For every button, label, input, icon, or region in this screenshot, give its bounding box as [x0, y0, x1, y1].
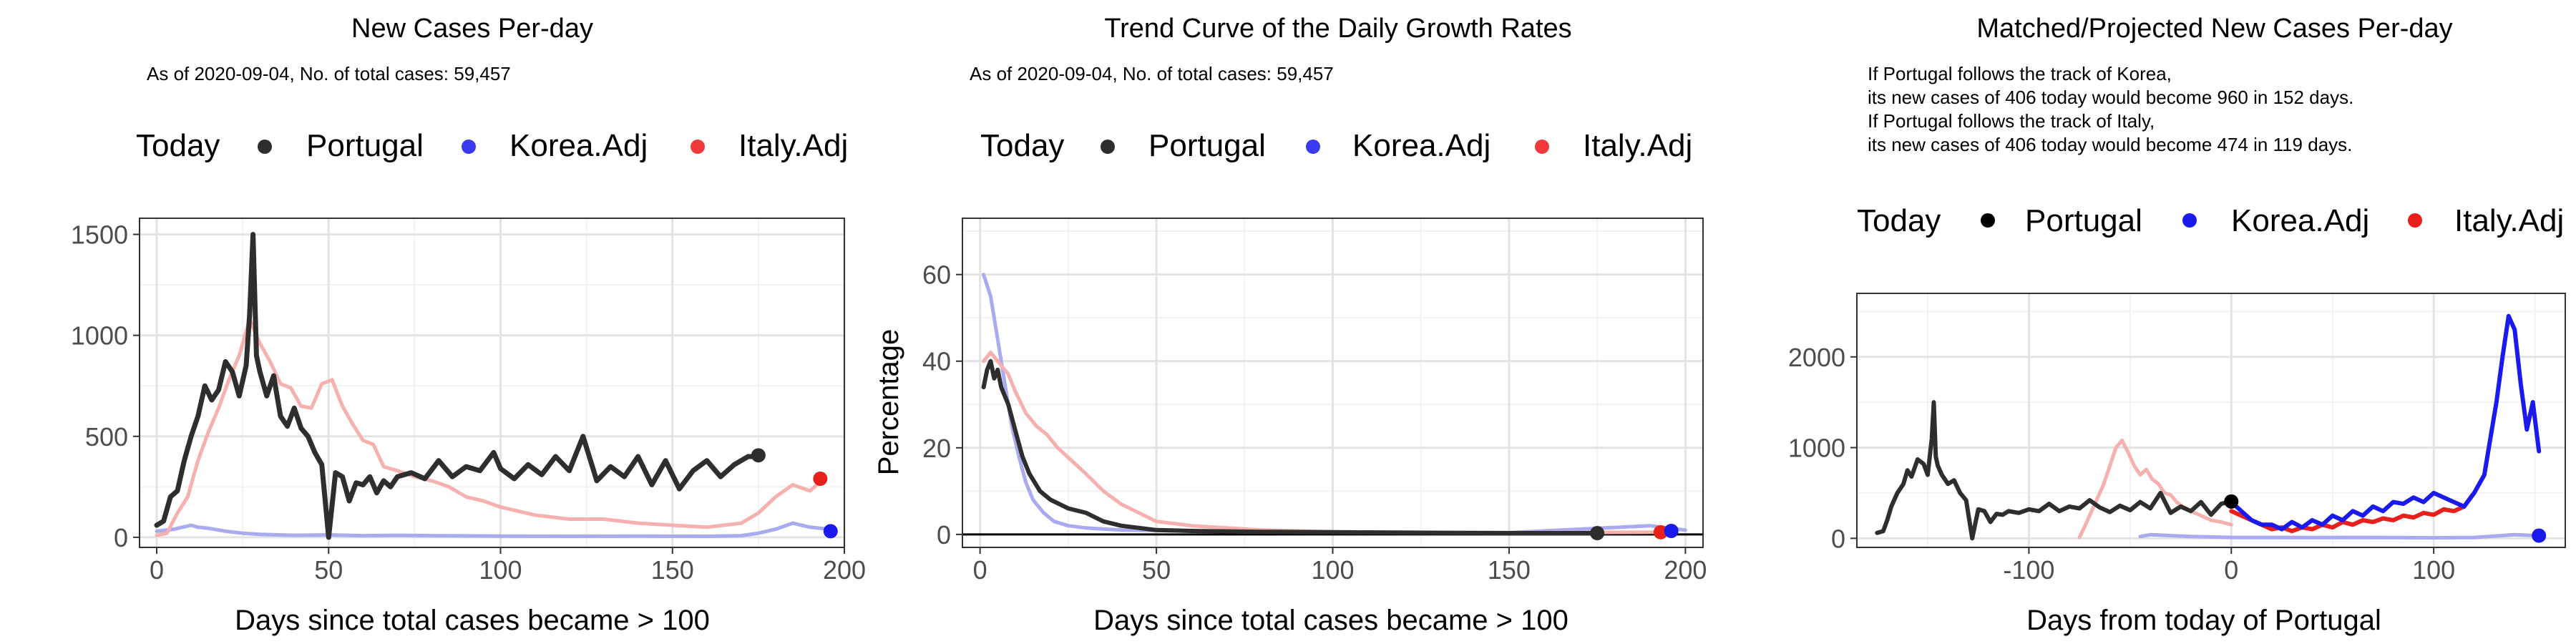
y-tick-label: 0	[937, 520, 951, 550]
legend-key-italy	[1535, 140, 1549, 154]
y-tick-label: 1000	[71, 321, 128, 351]
series-group	[981, 273, 1687, 535]
today-point-italy-adj	[813, 472, 828, 487]
series-line-portugal	[981, 358, 1600, 535]
series-line-portugal	[154, 232, 761, 540]
legend-key-korea	[1306, 140, 1320, 154]
subtitle-line: If Portugal follows the track of Italy,	[1868, 110, 2155, 132]
legend-label-korea: Korea.Adj	[2231, 203, 2369, 238]
chart-subtitle: As of 2020-09-04, No. of total cases: 59…	[970, 63, 1334, 84]
today-point-korea-adj	[2532, 528, 2547, 543]
legend-key-portugal	[1101, 140, 1115, 154]
legend-label-portugal: Portugal	[1148, 128, 1266, 163]
chart-title: New Cases Per-day	[351, 14, 593, 44]
y-tick-label: 2000	[1788, 343, 1845, 372]
today-point-portugal	[751, 448, 766, 463]
legend-key-korea	[2182, 213, 2197, 228]
today-point-portugal	[2224, 494, 2239, 509]
legend: Today Portugal Korea.Adj Italy.Adj	[980, 128, 1692, 163]
series-line-korea-adj	[155, 521, 833, 538]
x-tick-label: 0	[150, 555, 164, 585]
series-line-italy-adj	[155, 317, 826, 537]
legend-key-portugal	[1981, 213, 1995, 228]
y-tick-label: 20	[922, 434, 951, 463]
today-point-korea-adj	[823, 524, 838, 539]
legend-label-portugal: Portugal	[306, 128, 424, 163]
x-tick-label: 50	[314, 555, 343, 585]
today-point-italy-adj	[1653, 525, 1668, 540]
plot-area	[1857, 293, 2565, 547]
y-tick-label: 40	[922, 347, 951, 376]
chart-title: Matched/Projected New Cases Per-day	[1976, 14, 2452, 44]
series-group	[154, 232, 833, 540]
legend-label-italy: Italy.Adj	[1583, 128, 1692, 163]
series-line-korea-adj-past-	[2138, 532, 2537, 540]
chart-subtitle: As of 2020-09-04, No. of total cases: 59…	[147, 63, 511, 84]
plot-border	[1856, 293, 2566, 548]
x-tick-label: 200	[1664, 555, 1707, 585]
x-axis-label: Days since total cases became > 100	[235, 605, 710, 636]
subtitle-line: If Portugal follows the track of Korea,	[1868, 63, 2172, 84]
today-point-portugal	[1590, 526, 1605, 541]
panel-projected: Matched/Projected New Cases Per-day If P…	[1788, 14, 2566, 636]
x-tick-label: 0	[973, 555, 987, 585]
subtitle-line: its new cases of 406 today would become …	[1868, 87, 2353, 108]
legend-key-italy	[2408, 213, 2422, 228]
legend-label-italy: Italy.Adj	[738, 128, 848, 163]
y-tick-label: 1500	[71, 220, 128, 250]
legend: Today Portugal Korea.Adj Italy.Adj	[1857, 203, 2564, 238]
y-tick-label: 60	[922, 260, 951, 290]
x-tick-label: 100	[1311, 555, 1354, 585]
x-axis-label: Days from today of Portugal	[2026, 605, 2381, 636]
series-group	[1875, 313, 2542, 541]
subtitle-line: its new cases of 406 today would become …	[1868, 134, 2352, 155]
x-tick-label: 100	[2412, 555, 2455, 585]
x-tick-label: 150	[651, 555, 694, 585]
plot-border	[139, 218, 845, 548]
today-point-korea-adj	[1664, 524, 1679, 538]
plot-area	[140, 218, 844, 547]
legend-label-portugal: Portugal	[2025, 203, 2142, 238]
panel-growth-rates: Trend Curve of the Daily Growth Rates As…	[873, 14, 1707, 636]
legend-label-korea: Korea.Adj	[509, 128, 648, 163]
series-line-korea-adj	[2229, 313, 2542, 532]
x-tick-label: 100	[479, 555, 522, 585]
x-tick-label: 50	[1142, 555, 1171, 585]
x-tick-label: 0	[2224, 555, 2238, 585]
series-line-italy-adj-past-	[2077, 438, 2233, 540]
legend-title: Today	[136, 128, 220, 163]
y-tick-label: 0	[114, 523, 128, 552]
legend: Today Portugal Korea.Adj Italy.Adj	[136, 128, 848, 163]
legend-label-italy: Italy.Adj	[2454, 203, 2564, 238]
series-line-portugal	[1875, 400, 2234, 541]
series-line-italy-adj	[2229, 493, 2474, 534]
chart-title: Trend Curve of the Daily Growth Rates	[1104, 14, 1571, 44]
x-tick-label: 150	[1488, 555, 1531, 585]
legend-key-portugal	[258, 140, 272, 154]
y-tick-label: 500	[85, 422, 128, 452]
x-tick-label: -100	[2003, 555, 2054, 585]
legend-title: Today	[980, 128, 1064, 163]
panel-new-cases: New Cases Per-day As of 2020-09-04, No. …	[71, 14, 866, 636]
legend-key-italy	[691, 140, 705, 154]
legend-label-korea: Korea.Adj	[1352, 128, 1491, 163]
y-axis-label: Percentage	[873, 329, 904, 476]
legend-key-korea	[462, 140, 476, 154]
y-tick-label: 1000	[1788, 434, 1845, 463]
x-axis-label: Days since total cases became > 100	[1093, 605, 1568, 636]
x-tick-label: 200	[823, 555, 866, 585]
y-tick-label: 0	[1831, 524, 1845, 553]
legend-title: Today	[1857, 203, 1941, 238]
